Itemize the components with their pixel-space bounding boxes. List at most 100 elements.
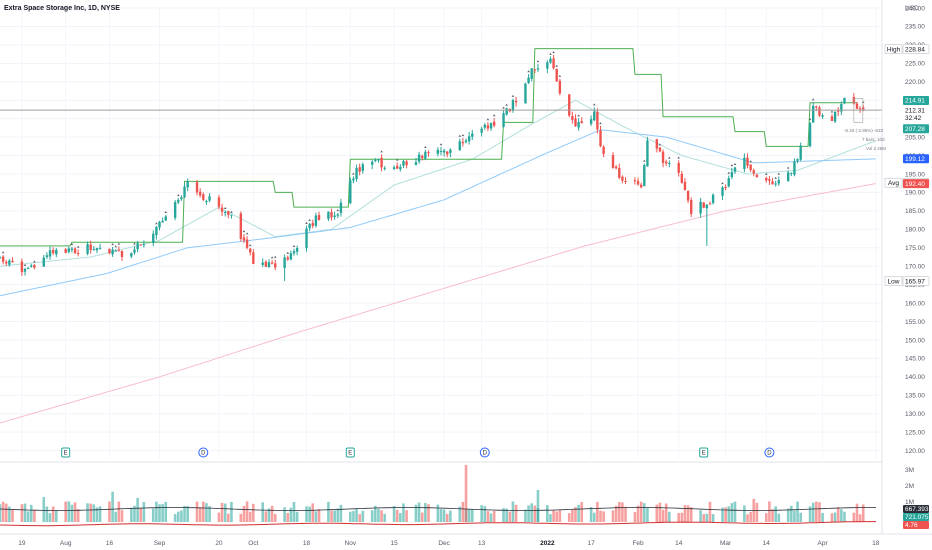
candle-body [67, 248, 71, 252]
bar-marker [502, 106, 505, 109]
candle-body [51, 250, 55, 254]
candle-body [843, 97, 846, 104]
candle-body [599, 130, 602, 147]
candle-body [142, 244, 146, 246]
bar-marker [270, 256, 274, 259]
candle-body [8, 260, 11, 265]
candle-body [633, 180, 637, 182]
candle-body [98, 247, 102, 249]
volume-bar [811, 502, 815, 522]
time-tick-label: 20 [215, 540, 223, 547]
volume-tag: 4.76 [903, 521, 929, 529]
price-tag-label: Avg [888, 180, 899, 187]
volume-bar [70, 504, 74, 522]
volume-bar [242, 505, 246, 522]
bar-marker [577, 114, 580, 117]
volume-bar [596, 501, 599, 522]
volume-tag-value: 721.075K [905, 514, 932, 521]
bar-marker [811, 98, 815, 101]
ma-mid-line [0, 129, 876, 297]
candle-body [530, 68, 533, 79]
candle-body [330, 212, 333, 218]
volume-bar [458, 506, 462, 522]
candle-body [33, 264, 36, 268]
event-marker[interactable]: D [198, 447, 209, 458]
volume-bar [267, 508, 271, 522]
grid-lines [0, 7, 932, 535]
candle-body [464, 140, 468, 143]
volume-bar [114, 511, 118, 522]
time-tick-label: 14 [763, 540, 771, 547]
candlestick-series[interactable] [0, 54, 865, 281]
volume-bar [449, 510, 452, 522]
candle-body [292, 251, 296, 254]
volume-bar [858, 514, 862, 522]
currency-label: USD [905, 5, 919, 12]
candle-body [223, 212, 227, 214]
earnings-icon [345, 447, 355, 458]
candle-body [514, 100, 518, 103]
volume-bar [336, 508, 340, 522]
volume-bar [536, 490, 540, 522]
candle-body [786, 172, 790, 181]
volume-bar [111, 491, 114, 522]
candle-body [183, 186, 186, 198]
bar-marker [511, 94, 515, 97]
volume-tag-box [903, 505, 929, 513]
dividend-icon [198, 447, 209, 458]
candle-body [593, 111, 596, 121]
candle-body [114, 250, 117, 252]
candle-body [602, 146, 605, 154]
event-marker[interactable]: E [699, 447, 709, 458]
bar-marker [808, 118, 812, 121]
volume-bar [689, 506, 693, 522]
candle-body [589, 119, 593, 124]
candle-body [392, 167, 396, 170]
candle-body [596, 111, 599, 130]
bar-marker [380, 150, 383, 153]
candle-body [668, 162, 671, 164]
candle-body [352, 178, 355, 181]
volume-bar [843, 511, 846, 522]
volume-bar [361, 510, 365, 522]
volume-bar [120, 510, 124, 522]
volume-bar [467, 509, 471, 522]
bar-marker [558, 74, 562, 77]
measure-box [853, 98, 864, 123]
candle-body [752, 170, 755, 174]
candle-body [467, 136, 471, 142]
candle-body [20, 261, 24, 273]
candle-body [186, 181, 189, 188]
candle-body [42, 257, 45, 267]
time-tick-label: 17 [588, 540, 596, 547]
candle-body [120, 250, 124, 257]
candle-body [245, 239, 249, 248]
volume-ma-line [0, 507, 876, 511]
candle-body [152, 233, 155, 243]
price-tag-label: High [887, 46, 901, 53]
time-axis[interactable]: 19 Aug 16 Sep 20 Oct 18 Nov 15 Dec 13 2022 17 Feb 14 Ma… [18, 540, 879, 547]
volume-bar [614, 505, 618, 522]
bar-marker [727, 171, 731, 174]
bar-marker [730, 164, 734, 167]
bar-marker [764, 172, 768, 175]
volume-bar [377, 508, 380, 522]
current-price-line [0, 98, 882, 123]
event-marker[interactable]: D [764, 447, 775, 458]
event-marker[interactable]: D [479, 447, 490, 458]
bar-marker [111, 243, 114, 246]
volume-bar [261, 502, 265, 522]
volume-tag-value: 4.76 [905, 522, 918, 529]
volume-bar [420, 512, 424, 522]
candle-body [45, 255, 49, 258]
candle-body [355, 167, 358, 180]
candle-body [536, 68, 540, 70]
event-marker[interactable]: E [61, 447, 71, 458]
event-marker[interactable]: E [345, 447, 355, 458]
candle-body [361, 164, 365, 171]
price-tick-label: 235.00 [905, 24, 925, 31]
bar-marker [352, 172, 355, 175]
